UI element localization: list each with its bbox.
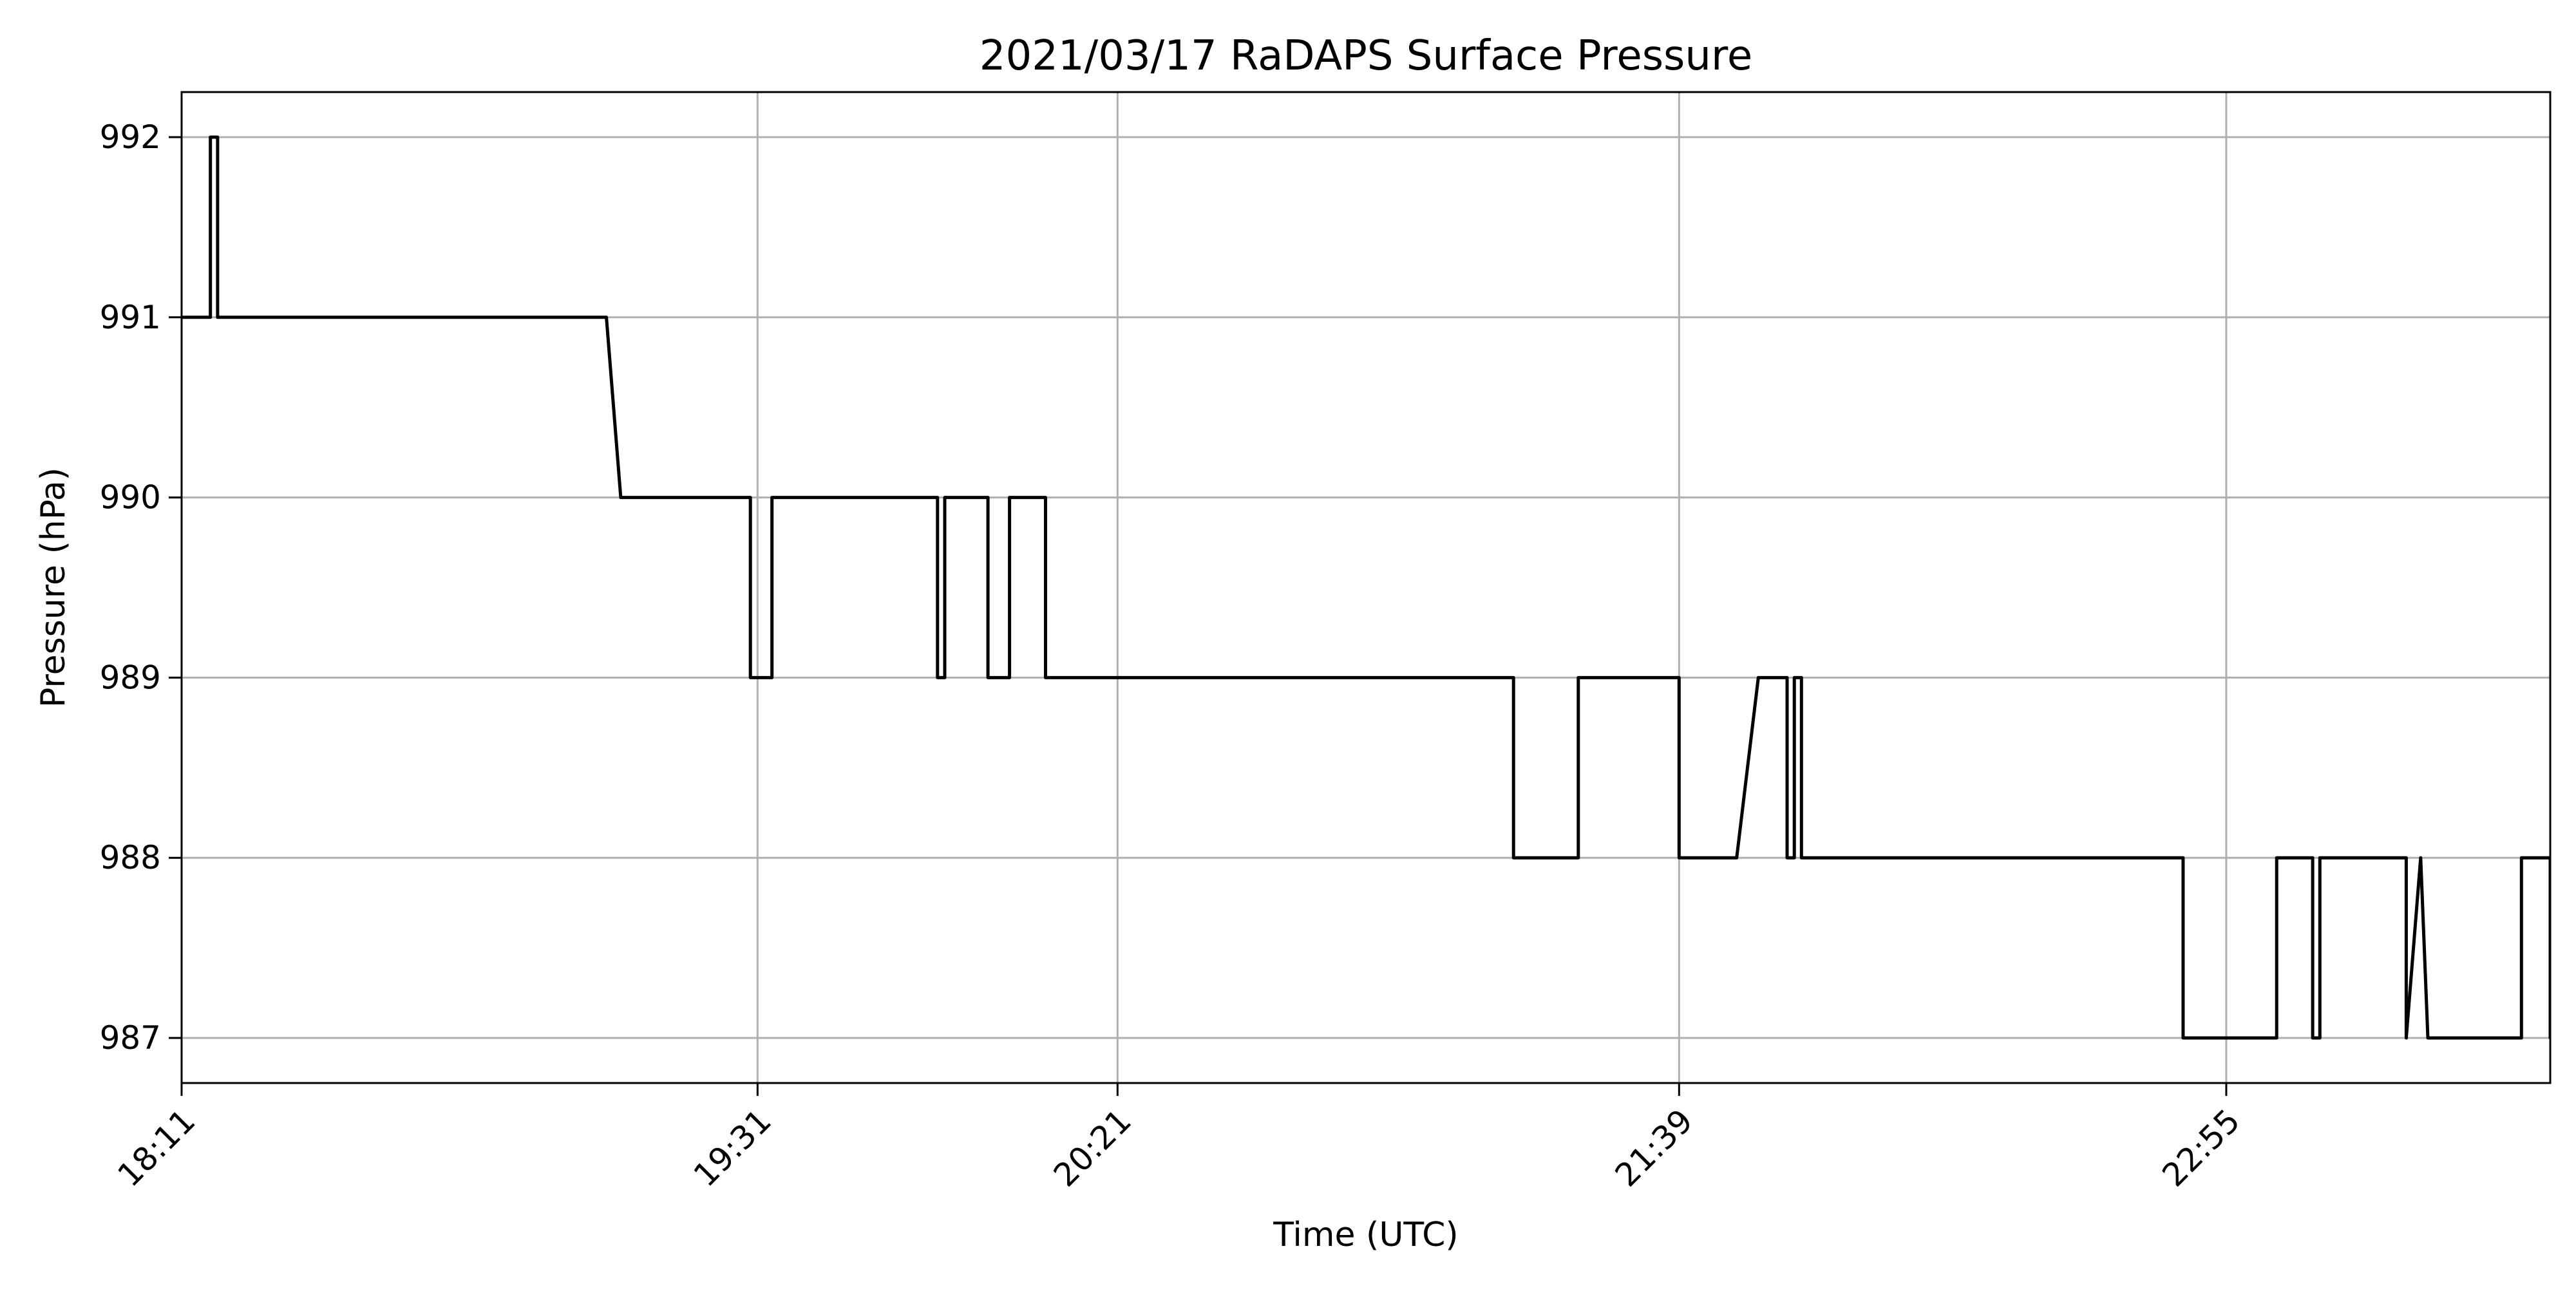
- y-tick-label: 992: [100, 118, 161, 156]
- plot-frame: [180, 91, 2552, 1084]
- x-tick-label: 21:39: [1608, 1102, 1700, 1194]
- pressure-series-line: [182, 135, 2550, 1040]
- y-tick-label: 989: [100, 659, 161, 696]
- y-tick-label: 988: [100, 839, 161, 876]
- y-tick-label: 987: [100, 1019, 161, 1057]
- x-tick-label: 18:11: [111, 1102, 203, 1194]
- x-tick-label: 20:21: [1046, 1102, 1139, 1194]
- x-tick-label: 19:31: [687, 1102, 779, 1194]
- x-tick-label: 22:55: [2155, 1102, 2248, 1194]
- chart-title: 2021/03/17 RaDAPS Surface Pressure: [980, 32, 1752, 80]
- grid-layer: [180, 92, 2550, 1083]
- y-tick-label: 991: [100, 299, 161, 336]
- series-layer: [182, 135, 2550, 1040]
- y-axis-label: Pressure (hPa): [34, 467, 73, 708]
- y-tick-label: 990: [100, 479, 161, 516]
- x-axis-label: Time (UTC): [1273, 1216, 1458, 1254]
- tick-layer: 18:11 19:31 20:21 21:39 22:55 987 988 989 990 991…: [100, 118, 2248, 1194]
